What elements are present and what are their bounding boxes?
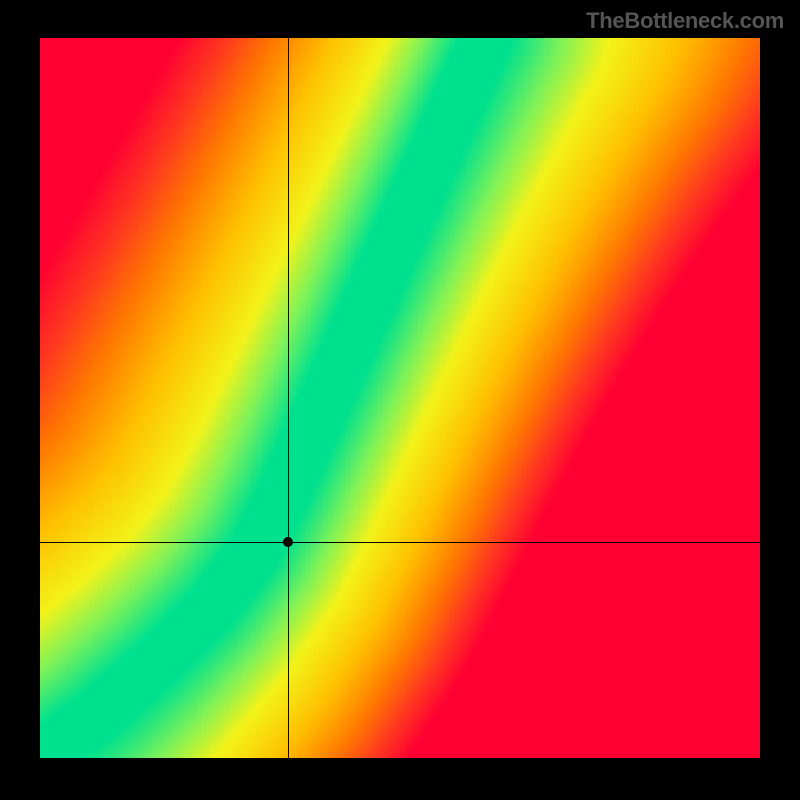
heatmap-plot-area bbox=[40, 38, 760, 758]
heatmap-canvas bbox=[40, 38, 760, 758]
watermark-text: TheBottleneck.com bbox=[586, 8, 784, 34]
figure-root: TheBottleneck.com bbox=[0, 0, 800, 800]
